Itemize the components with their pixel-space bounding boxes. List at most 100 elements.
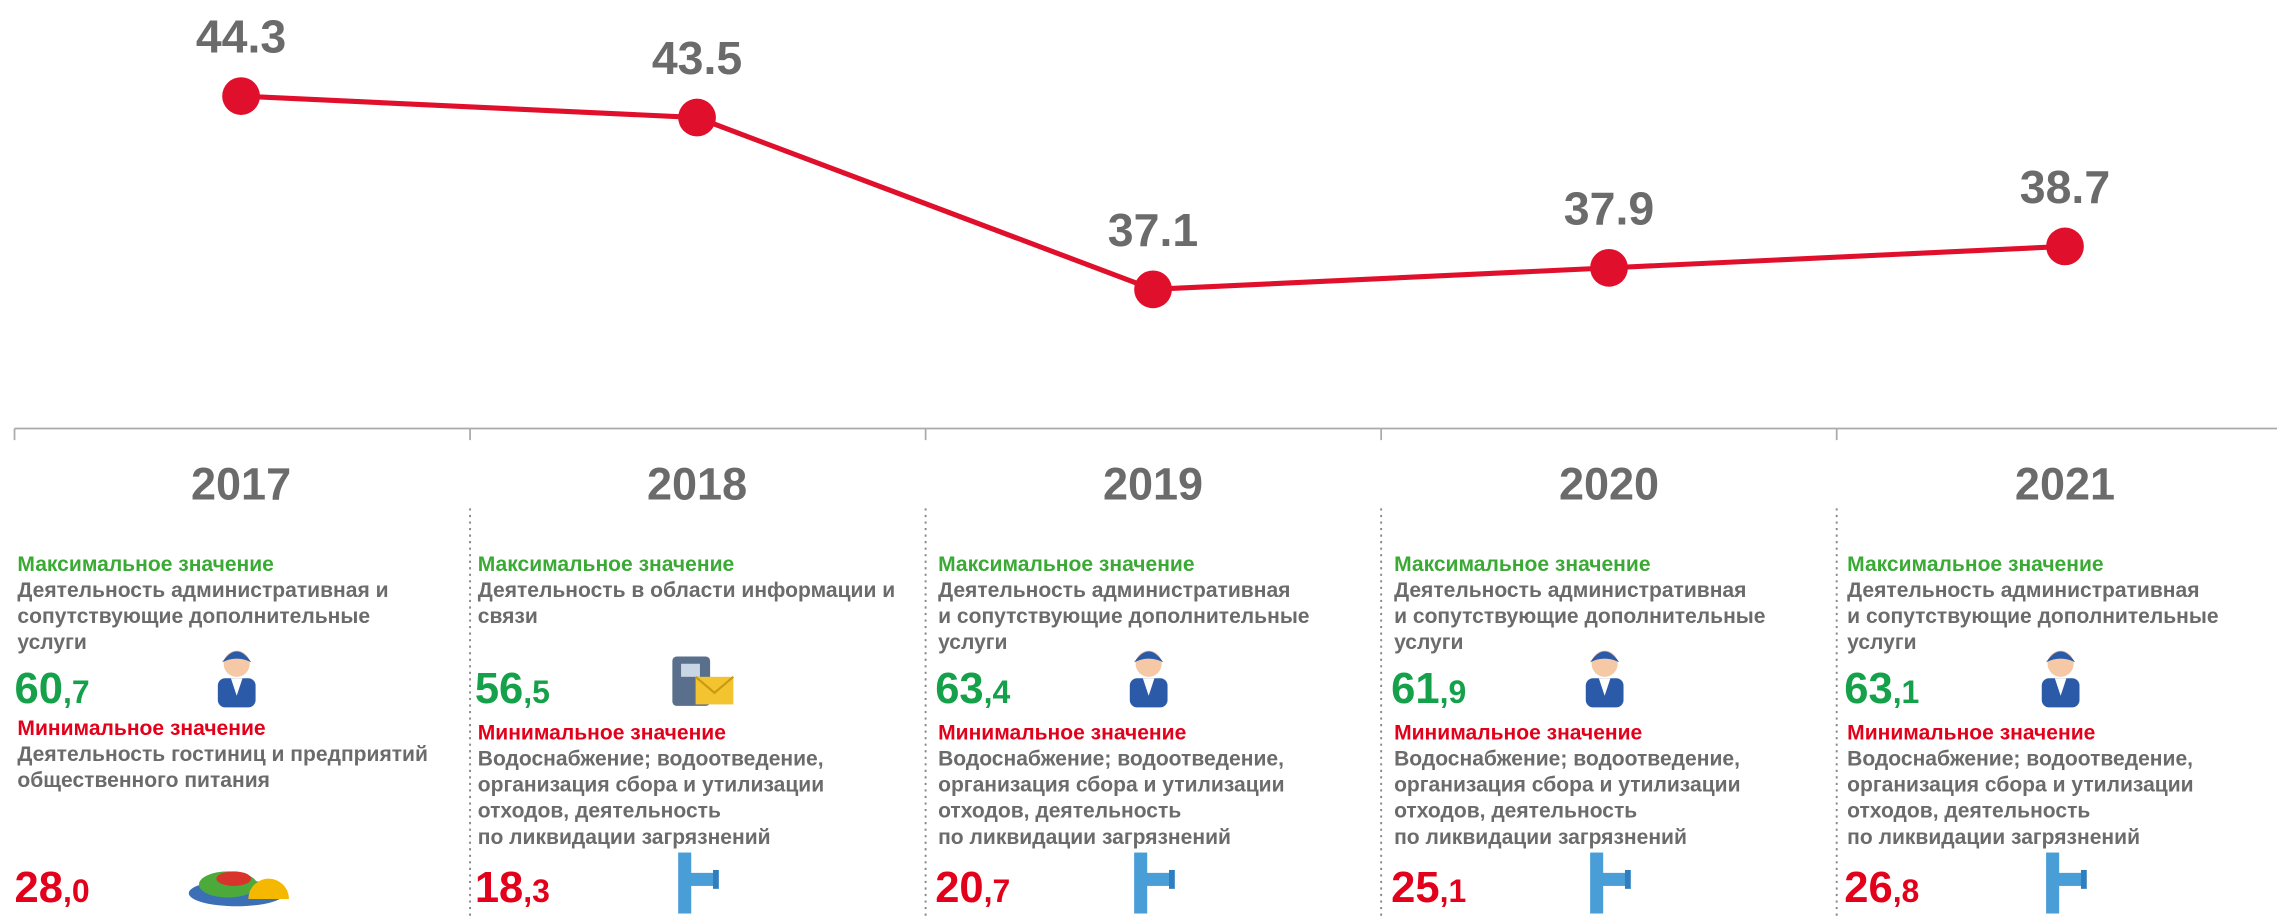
icon — [2046, 852, 2060, 914]
value-int: 25 — [1391, 864, 1439, 912]
min-desc: по ликвидации загрязнений — [1394, 826, 1687, 849]
value-frac: ,5 — [523, 674, 550, 710]
value-frac: ,1 — [1440, 873, 1467, 909]
min-desc: Деятельность гостиниц и предприятий — [17, 743, 428, 766]
max-desc: Деятельность административная — [1847, 579, 2199, 602]
point — [678, 98, 716, 137]
min-label: Минимальное значение — [478, 721, 726, 744]
value-int: 28 — [15, 864, 63, 912]
max-desc: услуги — [1394, 631, 1463, 654]
value-label: 37.1 — [1108, 204, 1198, 256]
min-desc: Водоснабжение; водоотведение, — [938, 747, 1284, 770]
min-desc: общественного питания — [17, 769, 270, 792]
min-desc: организация сбора и утилизации — [1394, 774, 1740, 797]
icon — [681, 663, 700, 677]
point — [1590, 248, 1628, 287]
value-frac: ,9 — [1440, 674, 1467, 710]
value-int: 63 — [935, 665, 983, 713]
min-desc: отходов, деятельность — [1394, 800, 1637, 823]
big-value: 60,7 — [15, 665, 90, 713]
min-desc: Водоснабжение; водоотведение, — [1394, 747, 1740, 770]
line — [240, 93, 2066, 292]
point — [2046, 227, 2084, 266]
min-desc: организация сбора и утилизации — [1847, 774, 2193, 797]
min-label: Минимальное значение — [17, 717, 265, 740]
min-desc: организация сбора и утилизации — [938, 774, 1284, 797]
min-desc: по ликвидации загрязнений — [478, 826, 771, 849]
icon — [2054, 678, 2067, 696]
icon — [230, 678, 243, 696]
icon — [694, 675, 735, 695]
value-label: 38.7 — [2020, 161, 2110, 213]
icon — [713, 869, 719, 889]
max-desc: Деятельность административная и — [17, 579, 388, 602]
big-value: 25,1 — [1391, 864, 1466, 912]
max-label: Максимальное значение — [478, 553, 734, 576]
min-label: Минимальное значение — [1394, 721, 1642, 744]
big-value: 20,7 — [935, 864, 1010, 912]
icon — [222, 651, 252, 663]
year-label: 2020 — [1559, 459, 1659, 510]
max-desc: и сопутствующие дополнительные — [1394, 605, 1765, 628]
value-int: 26 — [1844, 864, 1892, 912]
point — [222, 77, 260, 115]
max-label: Максимальное значение — [1394, 553, 1650, 576]
min-desc: отходов, деятельность — [478, 800, 721, 823]
icon — [689, 872, 716, 886]
icon — [1590, 852, 1604, 914]
icon — [1601, 872, 1628, 886]
big-value: 61,9 — [1391, 665, 1466, 713]
value-int: 56 — [475, 665, 523, 713]
year-label: 2021 — [2015, 459, 2115, 510]
min-label: Минимальное значение — [938, 721, 1186, 744]
icon — [1145, 872, 1172, 886]
min-desc: отходов, деятельность — [1847, 800, 2090, 823]
value-int: 63 — [1844, 665, 1892, 713]
max-desc: и сопутствующие дополнительные — [1847, 605, 2218, 628]
icon — [1598, 678, 1611, 696]
min-desc: Водоснабжение; водоотведение, — [1847, 747, 2193, 770]
value-frac: ,7 — [984, 873, 1011, 909]
max-label: Максимальное значение — [1847, 553, 2103, 576]
min-desc: отходов, деятельность — [938, 800, 1181, 823]
big-value: 28,0 — [15, 864, 90, 912]
value-frac: ,4 — [984, 674, 1011, 710]
icon — [2080, 869, 2087, 889]
min-desc: организация сбора и утилизации — [478, 774, 824, 797]
big-value: 18,3 — [475, 864, 550, 912]
value-frac: ,0 — [63, 873, 90, 909]
big-value: 63,1 — [1844, 665, 1919, 713]
point — [1134, 270, 1172, 309]
year-label: 2019 — [1103, 459, 1203, 510]
big-value: 56,5 — [475, 665, 550, 713]
value-label: 37.9 — [1564, 182, 1654, 234]
value-label: 43.5 — [652, 32, 742, 84]
max-desc: услуги — [1847, 631, 1916, 654]
icon — [248, 878, 289, 900]
icon — [216, 871, 252, 886]
max-label: Максимальное значение — [17, 553, 273, 576]
icon — [1168, 869, 1175, 889]
year-label: 2018 — [647, 459, 747, 510]
value-int: 60 — [15, 665, 63, 713]
max-desc: услуги — [17, 631, 86, 654]
max-desc: связи — [478, 605, 538, 628]
max-desc: Деятельность административная — [1394, 579, 1746, 602]
min-desc: по ликвидации загрязнений — [938, 826, 1231, 849]
value-frac: ,3 — [523, 873, 550, 909]
icon — [1624, 869, 1631, 889]
icon — [1134, 651, 1164, 663]
min-desc: по ликвидации загрязнений — [1847, 826, 2140, 849]
value-int: 18 — [475, 864, 523, 912]
big-value: 26,8 — [1844, 864, 1919, 912]
value-label: 44.3 — [196, 11, 286, 63]
year-label: 2017 — [191, 459, 291, 510]
icon — [678, 852, 692, 914]
icon — [1590, 651, 1620, 663]
icon — [2057, 872, 2084, 886]
icon — [1134, 852, 1148, 914]
min-desc: Водоснабжение; водоотведение, — [478, 747, 824, 770]
max-desc: услуги — [938, 631, 1007, 654]
max-desc: сопутствующие дополнительные — [17, 605, 370, 628]
icon — [2046, 651, 2076, 663]
